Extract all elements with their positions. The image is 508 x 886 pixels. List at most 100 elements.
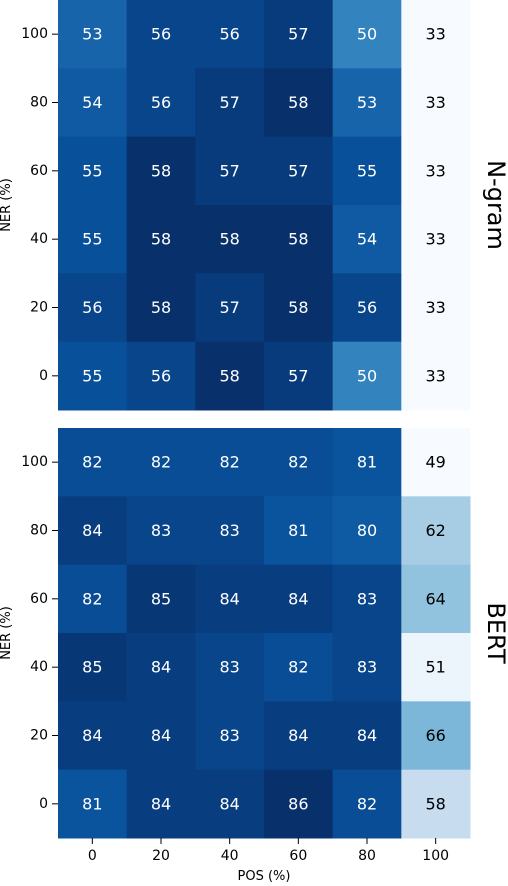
cell-value-label: 84	[288, 589, 308, 608]
heatmap-panel-1: 53 56 56 57 50 33 54 56 57 58 53 33 55 58 57 57 55 33 55 58…	[0, 0, 508, 411]
cell-value-label: 54	[357, 230, 377, 249]
y-tick-label: 100	[21, 454, 48, 470]
heatmap-cell	[126, 341, 196, 411]
cell-value-label: 83	[357, 658, 377, 677]
heatmap-cell	[264, 0, 334, 69]
cell-value-label: 55	[82, 366, 102, 385]
heatmap-cell	[332, 0, 402, 69]
y-tick-label: 0	[39, 796, 48, 812]
cell-value-label: 82	[288, 453, 308, 472]
y-axis-label: NER (%)	[0, 606, 14, 660]
heatmap-cell	[126, 136, 196, 206]
heatmap-cell	[126, 68, 196, 138]
heatmap-cell	[401, 136, 471, 206]
cell-value-label: 83	[219, 726, 239, 745]
y-tick-label: 80	[30, 523, 48, 539]
cell-value-label: 81	[82, 794, 102, 813]
heatmap-cell	[401, 496, 471, 566]
panel-title: N-gram	[482, 160, 508, 250]
cell-value-label: 82	[151, 453, 171, 472]
heatmap-cell	[401, 428, 471, 497]
heatmap-cell	[332, 428, 402, 497]
y-tick-label: 40	[30, 231, 48, 247]
heatmap-cell	[332, 564, 402, 634]
cell-value-label: 57	[219, 298, 239, 317]
heatmap-cell	[58, 341, 128, 411]
cell-value-label: 33	[425, 25, 445, 44]
heatmap-cell	[264, 633, 334, 702]
heatmap-cell	[264, 496, 334, 566]
cell-value-label: 83	[151, 521, 171, 540]
heatmap-cell	[58, 701, 128, 771]
x-tick-label: 20	[152, 848, 170, 864]
cell-value-label: 33	[425, 298, 445, 317]
heatmap-cell	[195, 273, 265, 343]
heatmap-cell	[58, 205, 128, 274]
cell-value-label: 58	[288, 230, 308, 249]
cell-value-label: 50	[357, 25, 377, 44]
x-axis-label: POS (%)	[238, 869, 291, 884]
heatmap-cell	[126, 701, 196, 771]
heatmap-cell	[401, 273, 471, 343]
cell-value-label: 53	[357, 93, 377, 112]
cell-value-label: 55	[82, 230, 102, 249]
heatmap-cell	[401, 564, 471, 634]
heatmap-cell	[195, 136, 265, 206]
cell-value-label: 84	[219, 794, 239, 813]
heatmap-cell	[264, 701, 334, 771]
cell-value-label: 64	[425, 589, 445, 608]
cell-value-label: 84	[151, 794, 171, 813]
cell-value-label: 85	[151, 589, 171, 608]
cell-value-label: 84	[82, 521, 102, 540]
heatmap-cell	[195, 0, 265, 69]
y-tick-label: 60	[30, 163, 48, 179]
heatmap-cell	[195, 341, 265, 411]
cell-value-label: 54	[82, 93, 102, 112]
cell-value-label: 80	[357, 521, 377, 540]
cell-value-label: 57	[288, 25, 308, 44]
heatmap-cell	[126, 205, 196, 274]
cell-value-label: 58	[288, 93, 308, 112]
heatmap-cell	[58, 428, 128, 497]
cell-value-label: 84	[219, 589, 239, 608]
x-tick-label: 60	[289, 848, 307, 864]
cell-value-label: 33	[425, 230, 445, 249]
heatmap-cell	[126, 0, 196, 69]
heatmap-cell	[332, 68, 402, 138]
heatmap-cell	[401, 701, 471, 771]
cell-value-label: 58	[151, 298, 171, 317]
heatmap-cell	[401, 633, 471, 702]
x-tick-label: 100	[422, 848, 449, 864]
heatmap-cell	[58, 564, 128, 634]
cell-value-label: 33	[425, 93, 445, 112]
heatmap-cell	[126, 428, 196, 497]
cell-value-label: 56	[219, 25, 239, 44]
heatmap-cell	[126, 633, 196, 702]
cell-value-label: 51	[425, 658, 445, 677]
heatmap-cell	[195, 428, 265, 497]
heatmap-cell	[332, 633, 402, 702]
cell-value-label: 81	[357, 453, 377, 472]
heatmap-cell	[332, 496, 402, 566]
cell-value-label: 56	[151, 366, 171, 385]
heatmap-cell	[126, 273, 196, 343]
y-tick-label: 80	[30, 95, 48, 111]
y-tick-label: 60	[30, 591, 48, 607]
heatmap-cell	[195, 701, 265, 771]
cell-value-label: 86	[288, 794, 308, 813]
y-tick-label: 20	[30, 728, 48, 744]
heatmap-cell	[401, 205, 471, 274]
panel-title: BERT	[482, 602, 508, 664]
cell-value-label: 83	[219, 658, 239, 677]
cell-value-label: 58	[219, 230, 239, 249]
y-axis-label: NER (%)	[0, 178, 14, 232]
heatmap-cell	[332, 136, 402, 206]
heatmap-cell	[332, 769, 402, 839]
heatmap-cell	[264, 769, 334, 839]
cell-value-label: 56	[151, 93, 171, 112]
cell-value-label: 56	[357, 298, 377, 317]
heatmap-cell	[58, 68, 128, 138]
cell-value-label: 55	[82, 161, 102, 180]
cell-value-label: 58	[151, 161, 171, 180]
